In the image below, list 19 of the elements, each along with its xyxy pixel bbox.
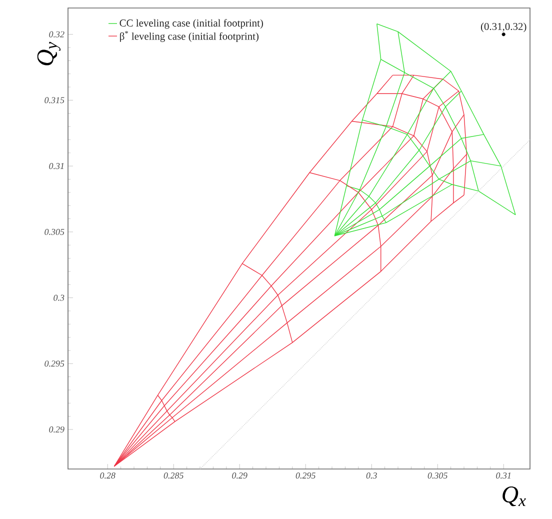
y-tick-label: 0.3 <box>54 294 64 301</box>
legend-label: β$^{*}$ leveling case (initial footprint) <box>120 30 259 42</box>
y-tick-label: 0.295 <box>44 360 64 367</box>
y-tick-label: 0.315 <box>44 97 64 104</box>
y-axis-title: Q$_{y}$ <box>37 42 60 66</box>
x-tick-label: 0.28 <box>100 472 116 479</box>
y-tick-label: 0.305 <box>44 228 64 235</box>
x-axis-title: Q$_{x}$ <box>502 486 526 506</box>
y-tick-label: 0.29 <box>49 426 64 433</box>
y-tick-label: 0.31 <box>49 163 64 170</box>
legend-label: CC leveling case (initial footprint) <box>120 19 263 29</box>
x-tick-label: 0.295 <box>296 472 316 479</box>
x-tick-label: 0.3 <box>366 472 377 479</box>
annotation: (0.31,0.32) <box>480 22 526 32</box>
x-tick-label: 0.29 <box>232 472 248 479</box>
x-tick-label: 0.31 <box>496 472 510 479</box>
y-tick-label: 0.32 <box>49 31 64 38</box>
x-tick-label: 0.285 <box>164 472 184 479</box>
x-tick-label: 0.305 <box>428 472 448 479</box>
